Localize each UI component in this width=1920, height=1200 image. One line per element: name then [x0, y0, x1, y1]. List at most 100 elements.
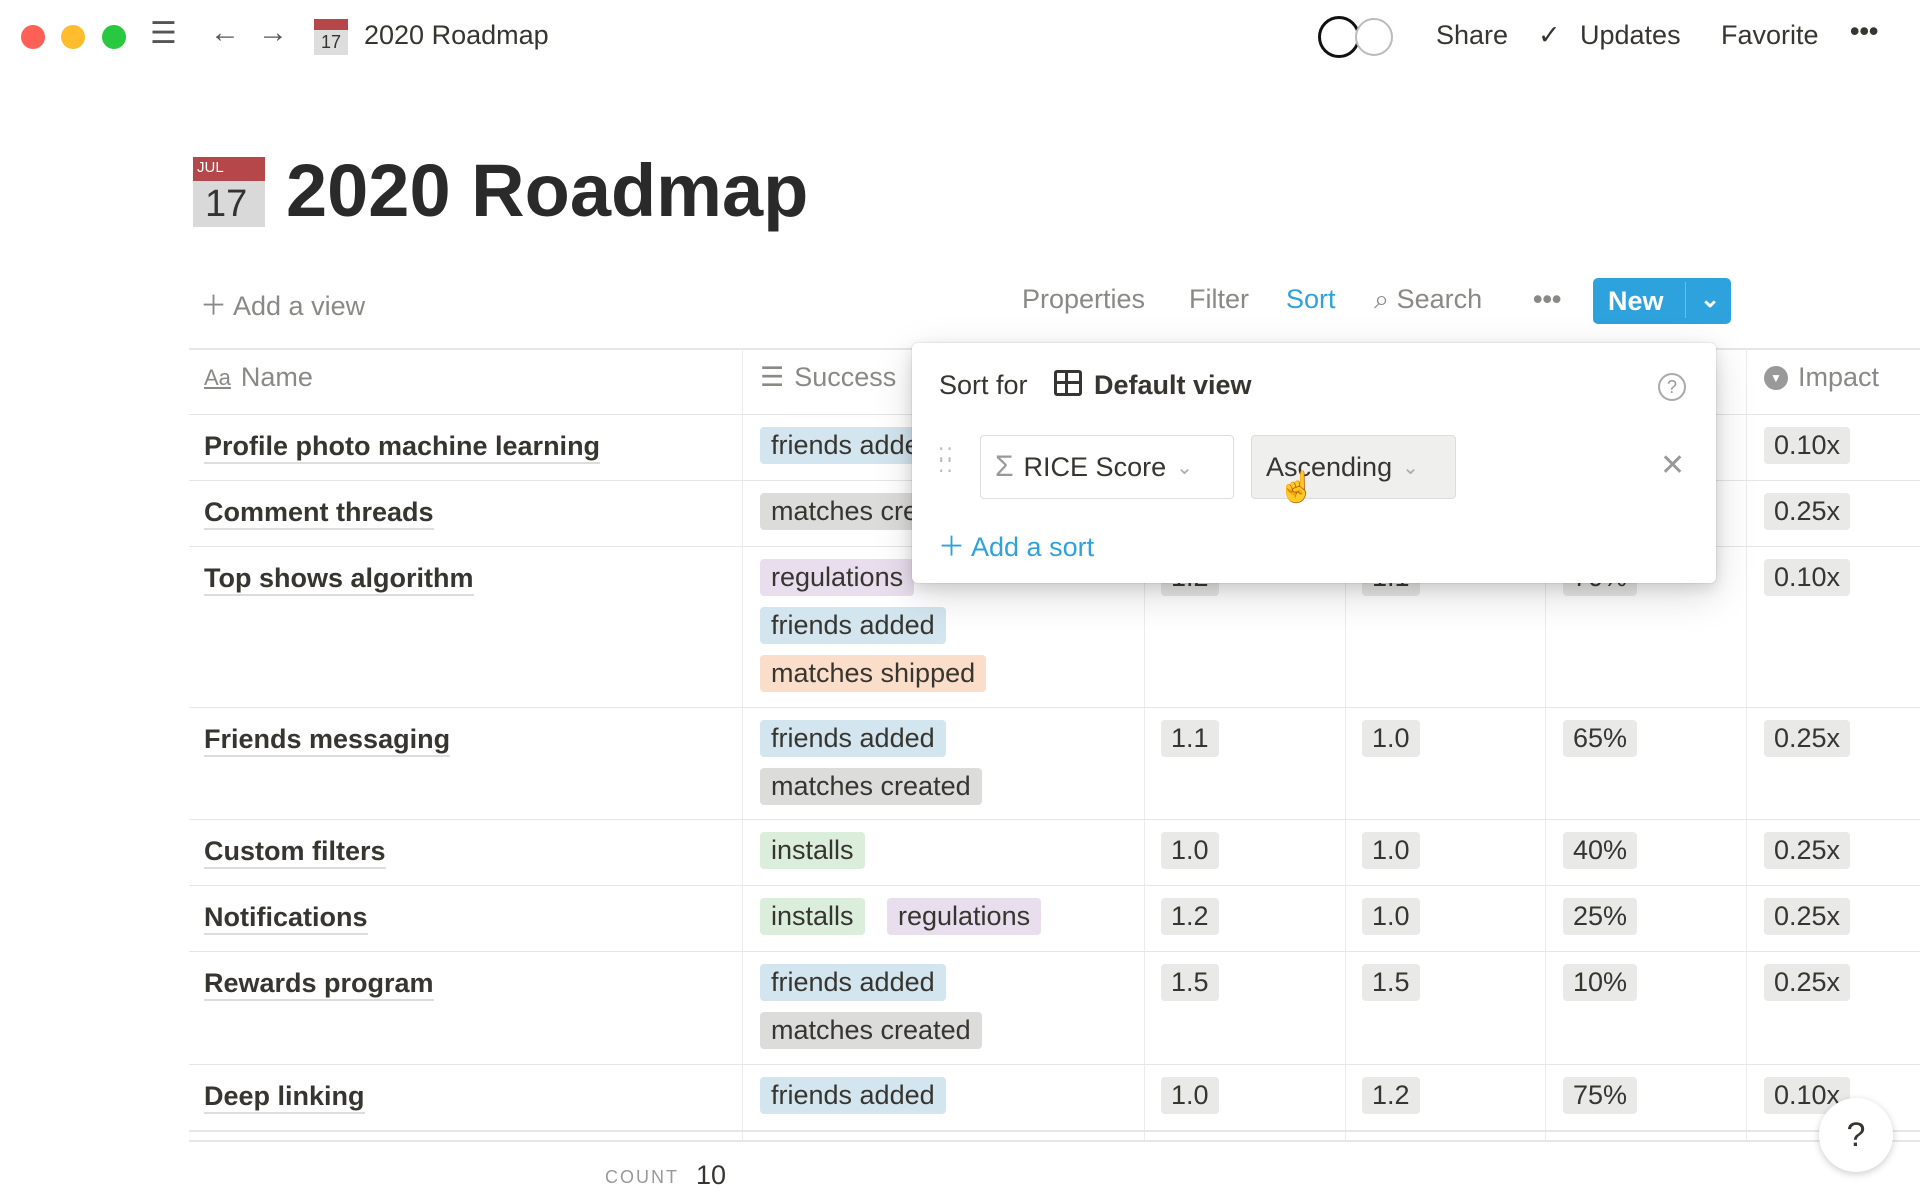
cell-c4: 1.0 [1362, 720, 1420, 757]
view-name: Default view [1094, 370, 1252, 400]
share-button[interactable]: Share [1436, 20, 1509, 50]
cell-c3: 1.0 [1161, 832, 1219, 869]
select-property-icon: ▼ [1764, 365, 1788, 390]
success-tag: installs [760, 832, 865, 869]
column-header-impact[interactable]: ▼ Impact [1764, 362, 1879, 393]
column-divider [1746, 348, 1747, 1140]
add-view-label: Add a view [233, 291, 366, 321]
row-name-0[interactable]: Profile photo machine learning [204, 430, 601, 464]
success-tag: friends added [760, 607, 946, 644]
minimize-window-button[interactable] [61, 25, 85, 49]
column-header-label: Impact [1798, 362, 1880, 392]
page-icon-month: JUL [197, 159, 224, 176]
drag-handle-icon[interactable]: ⁚⁚ ⁚⁚ [938, 445, 955, 477]
column-header-name[interactable]: Aa Name [204, 362, 313, 393]
column-header-label: Success [794, 362, 897, 392]
cell-impact: 0.25x [1764, 720, 1851, 757]
success-tag: matches created [760, 1012, 982, 1049]
cell-c5: 10% [1563, 964, 1638, 1001]
cell-impact: 0.10x [1764, 559, 1851, 596]
search-icon: ⌕ [1374, 284, 1397, 314]
forward-arrow-icon[interactable]: → [258, 16, 288, 49]
cell-impact: 0.10x [1764, 427, 1851, 464]
more-view-options-icon[interactable]: ••• [1533, 284, 1562, 314]
column-divider [1144, 348, 1145, 1140]
row-name-5[interactable]: Notifications [204, 901, 368, 935]
row-name-3[interactable]: Friends messaging [204, 723, 451, 757]
page-icon-day: 17 [205, 183, 248, 225]
sort-button[interactable]: Sort [1286, 284, 1336, 314]
cell-impact: 0.25x [1764, 832, 1851, 869]
formula-sigma-icon: Σ [995, 450, 1014, 483]
chevron-down-icon: ⌄ [1176, 456, 1193, 479]
cell-c3: 1.5 [1161, 964, 1219, 1001]
column-header-success[interactable]: ☰ Success [760, 362, 896, 393]
hand-cursor-icon: ☝ [1278, 471, 1316, 504]
favorite-button[interactable]: Favorite [1721, 20, 1819, 50]
avatar[interactable] [1355, 18, 1393, 56]
row-name-6[interactable]: Rewards program [204, 967, 434, 1001]
properties-button[interactable]: Properties [1022, 284, 1146, 314]
cell-impact: 0.25x [1764, 493, 1851, 530]
success-tag: installs [760, 898, 865, 935]
cell-impact: 0.25x [1764, 964, 1851, 1001]
cell-c4: 1.0 [1362, 898, 1420, 935]
cell-c3: 1.1 [1161, 720, 1219, 757]
cell-c5: 65% [1563, 720, 1638, 757]
cell-c5: 75% [1563, 1077, 1638, 1114]
add-sort-button[interactable]: ＋ Add a sort [938, 525, 1094, 564]
sort-for-label: Sort for [939, 370, 1028, 400]
add-view-button[interactable]: ＋ Add a view [200, 284, 365, 323]
filter-button[interactable]: Filter [1189, 284, 1249, 314]
success-tag: matches created [760, 768, 982, 805]
count-value: 10 [696, 1160, 727, 1190]
search-label: Search [1396, 284, 1483, 314]
sort-property-select[interactable]: Σ RICE Score ⌄ [980, 435, 1234, 499]
add-sort-label: Add a sort [971, 532, 1095, 562]
menu-icon[interactable]: ☰ [150, 17, 177, 50]
cell-impact: 0.25x [1764, 898, 1851, 935]
success-tag: regulations [887, 898, 1042, 935]
cell-c5: 40% [1563, 832, 1638, 869]
cell-c3: 1.0 [1161, 1077, 1219, 1114]
success-tag: friends added [760, 1077, 946, 1114]
table-view-icon [1054, 370, 1082, 396]
column-divider [1345, 348, 1346, 1140]
more-options-icon[interactable]: ••• [1850, 16, 1879, 46]
list-property-icon: ☰ [760, 362, 785, 392]
remove-sort-icon[interactable]: ✕ [1660, 449, 1686, 482]
avatar[interactable] [1318, 16, 1360, 58]
column-divider [742, 348, 743, 1140]
zoom-window-button[interactable] [102, 25, 126, 49]
cell-c4: 1.0 [1362, 832, 1420, 869]
row-divider [189, 1064, 1920, 1065]
sort-direction-select[interactable]: Ascending ⌄ [1251, 435, 1456, 499]
sort-popup: Sort for Default view ? ⁚⁚ ⁚⁚ Σ RICE Scor… [912, 343, 1716, 583]
row-divider [189, 951, 1920, 952]
success-tag: regulations [760, 559, 915, 596]
cell-c4: 1.2 [1362, 1077, 1420, 1114]
cell-c4: 1.5 [1362, 964, 1420, 1001]
success-tag: matches shipped [760, 655, 987, 692]
row-divider [189, 1130, 1920, 1132]
column-divider [1545, 348, 1546, 1140]
page-icon[interactable]: JUL 17 [193, 157, 265, 227]
search-button[interactable]: ⌕ Search [1374, 284, 1482, 316]
count-label: COUNT [605, 1167, 679, 1187]
new-label: New [1608, 286, 1664, 316]
back-arrow-icon[interactable]: ← [210, 16, 240, 49]
chevron-down-icon: ⌄ [1402, 456, 1419, 479]
updates-button[interactable]: Updates [1580, 20, 1681, 50]
cell-impact: 0.10x [1764, 1077, 1851, 1114]
row-name-1[interactable]: Comment threads [204, 496, 434, 530]
page-title[interactable]: 2020 Roadmap [286, 149, 809, 232]
new-button[interactable]: New ⌄ [1593, 278, 1731, 324]
row-name-2[interactable]: Top shows algorithm [204, 562, 474, 596]
help-button[interactable]: ? [1819, 1098, 1893, 1172]
new-dropdown-chevron-icon[interactable]: ⌄ [1685, 282, 1720, 318]
help-icon[interactable]: ? [1658, 373, 1686, 401]
column-header-label: Name [240, 362, 313, 392]
row-name-7[interactable]: Deep linking [204, 1080, 365, 1114]
row-name-4[interactable]: Custom filters [204, 835, 386, 869]
close-window-button[interactable] [21, 25, 45, 49]
